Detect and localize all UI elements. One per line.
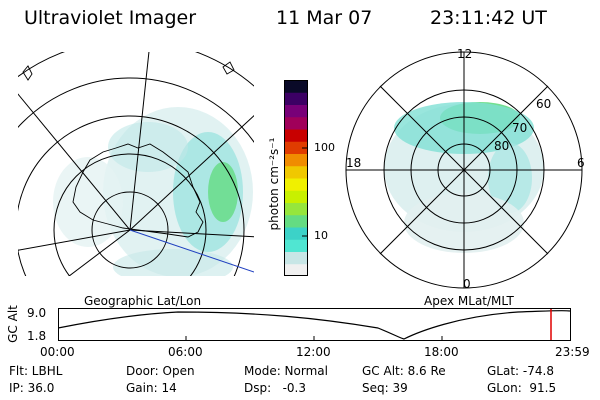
altitude-plot [58, 308, 571, 341]
mode-info: Mode: Normal [244, 364, 328, 378]
gain-info: Gain: 14 [126, 381, 177, 395]
colorbar-stripe [284, 104, 308, 118]
colorbar-stripe [284, 214, 308, 228]
altitude-ytick-high: 9.0 [27, 306, 47, 320]
gc-alt-info: GC Alt: 8.6 Re [362, 364, 446, 378]
glon-info: GLon: 91.5 [487, 381, 557, 395]
altitude-ytick-low: 1.8 [27, 329, 47, 343]
lat-label-60: 60 [536, 97, 552, 111]
colorbar-unit-label: photon cm⁻²s⁻¹ [267, 137, 281, 231]
altitude-xtick-1200: 12:00 [296, 345, 331, 359]
colorbar-stripe [284, 141, 308, 154]
door-info: Door: Open [126, 364, 195, 378]
lat-label-70: 70 [512, 121, 528, 135]
altitude-xtick-0000: 00:00 [40, 345, 75, 359]
colorbar-tick-100: 100 [314, 141, 335, 154]
magnetic-panel [345, 51, 583, 289]
mlt-label-0: 0 [463, 277, 471, 291]
mlt-label-12: 12 [457, 47, 473, 61]
mlt-label-18: 18 [346, 156, 362, 170]
geographic-panel [18, 52, 254, 276]
altitude-xtick-2359: 23:59 [555, 345, 590, 359]
colorbar-tick-10: 10 [314, 229, 328, 242]
colorbar-stripe [284, 202, 308, 216]
mlt-label-6: 6 [577, 156, 585, 170]
dsp-info: Dsp: -0.3 [244, 381, 307, 395]
geo-image [18, 52, 254, 276]
colorbar-stripe [284, 116, 308, 130]
altitude-xtick-1800: 18:00 [424, 345, 459, 359]
altitude-axis-label: GC Alt [6, 305, 20, 343]
colorbar [284, 80, 308, 276]
colorbar-stripe [284, 80, 308, 93]
filter-info: Flt: LBHL [9, 364, 63, 378]
glat-info: GLat: -74.8 [487, 364, 554, 378]
app-title: Ultraviolet Imager [24, 7, 197, 29]
geo-panel-label: Geographic Lat/Lon [84, 294, 202, 308]
date-display: 11 Mar 07 [276, 7, 373, 29]
seq-info: Seq: 39 [362, 381, 408, 395]
colorbar-stripe [284, 153, 308, 167]
colorbar-stripe [284, 227, 308, 240]
lat-label-80: 80 [494, 139, 510, 153]
colorbar-stripe [284, 239, 308, 252]
colorbar-stripe [284, 190, 308, 203]
altitude-xtick-0600: 06:00 [168, 345, 203, 359]
colorbar-stripe [284, 129, 308, 142]
mag-panel-label: Apex MLat/MLT [424, 294, 514, 308]
antarctica-outline [72, 143, 204, 238]
colorbar-stripe [284, 178, 308, 191]
colorbar-stripe [284, 165, 308, 179]
altitude-curve [58, 309, 571, 340]
colorbar-stripe [284, 263, 308, 276]
colorbar-stripe [284, 92, 308, 105]
time-display: 23:11:42 UT [430, 7, 547, 29]
colorbar-stripe [284, 251, 308, 265]
ip-info: IP: 36.0 [9, 381, 55, 395]
